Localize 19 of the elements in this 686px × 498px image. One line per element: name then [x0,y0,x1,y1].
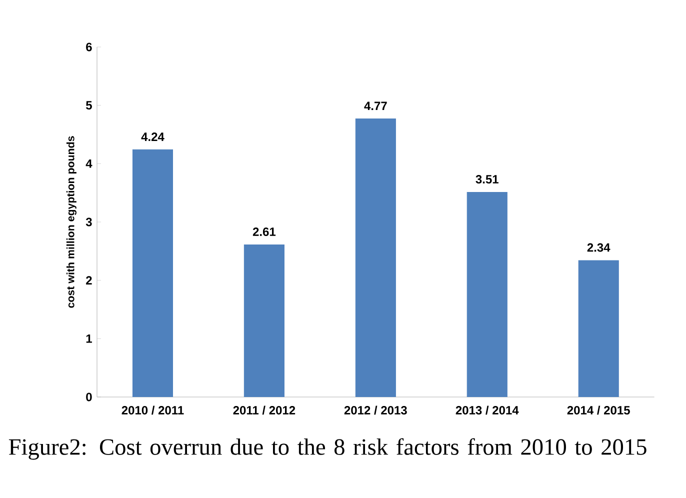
y-tick-label: 4 [86,160,92,168]
data-label: 3.51 [476,175,498,184]
data-label: 2.61 [252,228,276,236]
y-tick-label: 2 [86,276,92,285]
data-label: 4.77 [364,102,387,110]
y-tick-label: 3 [86,218,92,226]
y-axis-title: cost with million egyption pounds [66,136,76,308]
caption: Figure2: Cost overrun due to the 8 risk factors from 2010 to 2015 [8,438,646,460]
x-tick-label: 2012 / 2013 [344,406,407,415]
x-tick-label: 2011 / 2012 [233,406,296,415]
y-tick-label: 5 [86,101,92,110]
y-tick-label: 1 [86,334,92,343]
x-tick-label: 2010 / 2011 [122,406,184,415]
x-tick-label: 2013 / 2014 [456,406,519,415]
y-tick-label: 0 [86,392,92,402]
data-label: 4.24 [141,132,164,141]
y-tick-label: 6 [86,42,92,52]
data-label: 2.34 [587,243,610,252]
x-tick-label: 2014 / 2015 [567,406,630,415]
